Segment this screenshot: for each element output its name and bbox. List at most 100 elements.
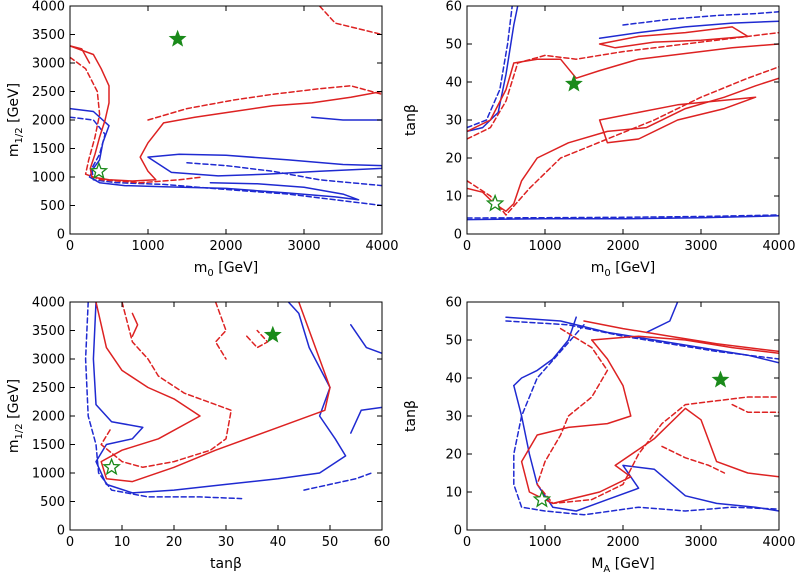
y-tick-label: 3000 [32,57,65,72]
x-tick-label: 0 [463,535,471,550]
contour-red-solid-left-top [70,45,91,64]
contour-red-solid-top-loop [598,26,749,49]
y-tick-label: 2500 [32,381,65,396]
x-tick-label: 2000 [209,239,242,254]
y-tick-label: 1500 [32,142,65,157]
x-axis-label: m0 [GeV] [194,260,258,279]
contour-blue-solid-loop [513,384,779,512]
best-fit-open-star-marker [89,161,109,180]
contours [70,6,382,207]
y-tick-label: 2500 [32,85,65,100]
x-tick-label: 1000 [528,535,561,550]
best-fit-open-star-marker [485,193,505,212]
x-tick-label: 1000 [528,239,561,254]
y-tick-label: 1500 [32,438,65,453]
contour-blue-dashed-lower [513,324,779,516]
y-tick-label: 1000 [32,171,65,186]
y-tick-label: 3500 [32,28,65,43]
contour-blue-solid-main [92,302,347,494]
y-axis-label: m1/2 [GeV] [6,83,25,157]
x-tick-label: 30 [218,535,235,550]
y-axis-label: tanβ [403,104,419,136]
y-tick-label: 20 [445,448,462,463]
contour-red-solid-top [131,312,139,337]
y-tick-label: 20 [445,152,462,167]
contour-red-solid-lower-loop [598,96,757,144]
contour-blue-solid-right [350,324,382,355]
contour-red-dashed-main [100,302,232,469]
y-tick-label: 0 [57,228,65,243]
contour-red-dashed-upper [147,85,382,121]
plot-frame [466,301,780,531]
contour-blue-solid-right-low [350,406,382,434]
contour-blue-solid-right-top [645,302,679,334]
y-tick-label: 2000 [32,410,65,425]
y-tick-label: 60 [445,296,462,311]
panel-m0-tanb: 0 1000 2000 3000 4000 0 10 20 30 40 50 60 m0 [GeV] ta… [403,0,796,279]
y-tick-label: 0 [454,524,462,539]
contour-blue-dashed-top [505,320,779,360]
panel-m0-m12: 0 1000 2000 3000 4000 0 500 1000 1500 2000 2500 300… [6,0,399,279]
contour-blue-dashed-main [84,302,243,500]
panel-mA-tanb: 0 1000 2000 3000 4000 0 10 20 30 40 50 60 MA [GeV] ta… [403,296,796,575]
contour-red-solid-loop [520,339,779,505]
y-tick-label: 10 [445,190,462,205]
best-fit-filled-star-marker [168,29,187,47]
plot-frame [69,301,383,531]
contour-blue-dashed-top [622,10,779,26]
contour-blue-solid-bottom [467,215,779,221]
y-tick-label: 500 [40,199,65,214]
contour-red-solid-lower [467,77,779,212]
contour-red-dashed-mid [661,445,726,474]
contour-red-dashed-mid [214,302,227,360]
x-tick-label: 60 [374,535,391,550]
y-tick-label: 30 [445,410,462,425]
y-tick-label: 500 [40,495,65,510]
x-tick-label: 2000 [606,239,639,254]
y-tick-label: 30 [445,114,462,129]
contour-red-dashed-main [536,327,779,505]
contours [505,302,779,516]
contour-red-dashed-main [70,56,204,184]
x-tick-label: 20 [166,535,183,550]
contour-blue-solid-left [513,316,577,387]
contour-red-solid-upper [591,335,779,355]
contour-red-solid-main [70,45,382,182]
x-tick-label: 3000 [287,239,320,254]
x-tick-label: 0 [463,239,471,254]
y-tick-label: 4000 [32,0,65,15]
y-tick-label: 50 [445,334,462,349]
x-axis-label: MA [GeV] [591,556,654,575]
best-fit-open-star-marker [532,489,552,508]
y-tick-label: 40 [445,76,462,91]
contour-red-dashed-upper [467,31,779,140]
x-tick-label: 4000 [365,239,398,254]
y-tick-label: 3000 [32,353,65,368]
contour-red-solid-main [95,302,331,483]
contour-blue-dashed-inner [186,162,382,187]
contour-blue-solid-top [598,20,779,40]
y-tick-label: 0 [454,228,462,243]
x-tick-label: 10 [114,535,131,550]
contour-blue-dashed-right [303,472,373,491]
contour-blue-dashed-left [467,6,513,129]
x-tick-label: 40 [270,535,287,550]
x-tick-label: 2000 [606,535,639,550]
panel-tanb-m12: 0 10 20 30 40 50 60 0 500 1000 1500 2000 2500 3000 350… [6,296,390,573]
y-tick-label: 4000 [32,296,65,311]
y-axis-label: m1/2 [GeV] [6,379,25,453]
x-tick-label: 0 [66,239,74,254]
y-tick-label: 2000 [32,114,65,129]
y-tick-label: 1000 [32,467,65,482]
best-fit-open-star-marker [102,457,121,476]
contour-blue-solid-inner [147,153,382,177]
x-tick-label: 3000 [684,535,717,550]
x-tick-label: 1000 [131,239,164,254]
contours [84,302,382,500]
contours [467,6,779,221]
contour-blue-solid-right [311,116,382,121]
x-tick-label: 3000 [684,239,717,254]
x-axis-label: m0 [GeV] [591,260,655,279]
best-fit-filled-star-marker [565,74,583,92]
